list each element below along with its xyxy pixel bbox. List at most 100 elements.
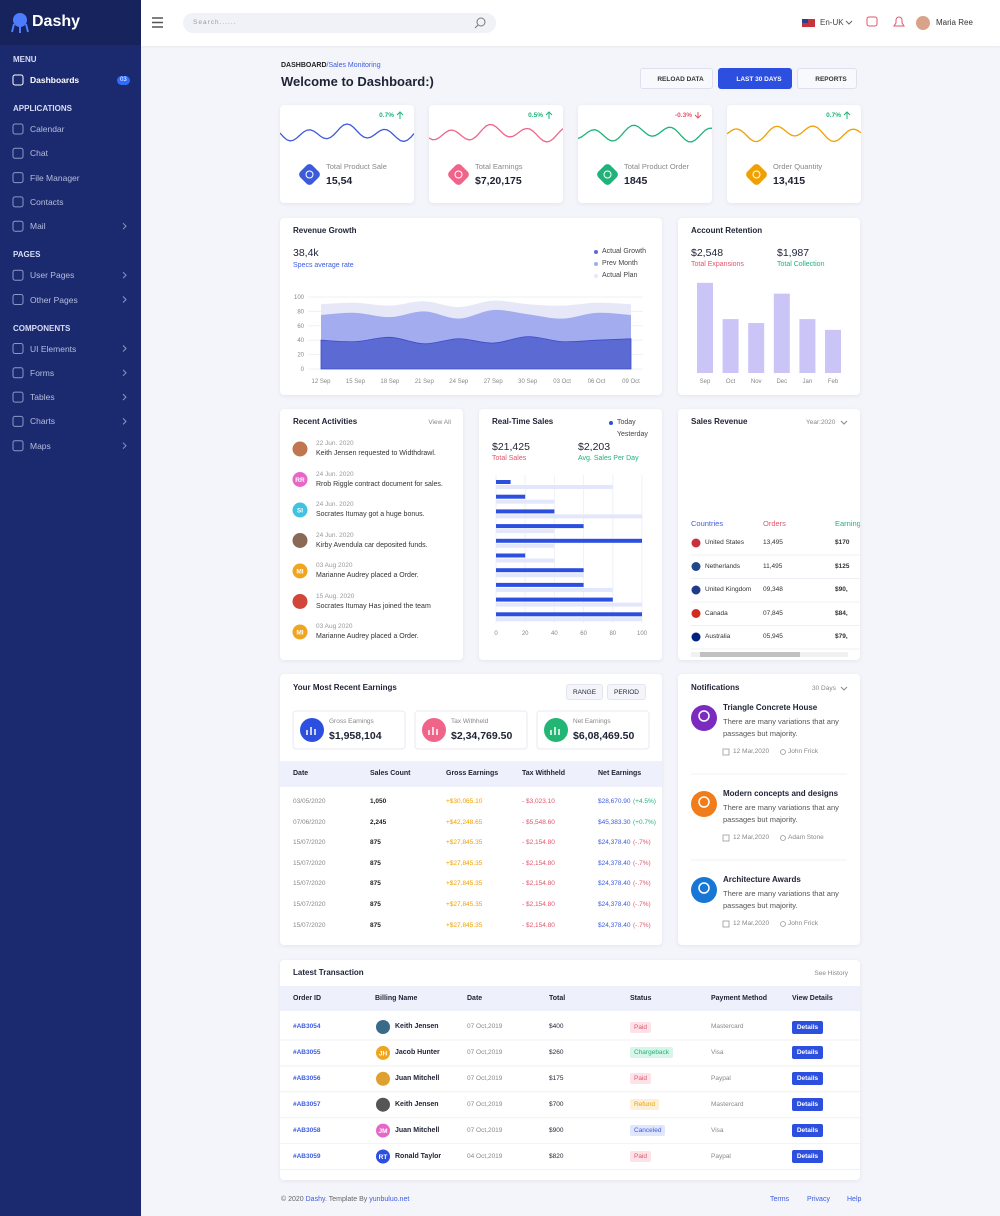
x-tick-label: Sep [700,379,711,385]
nav-item[interactable]: Mail [30,221,46,232]
bar [496,524,584,529]
legend-label: Prev Month [602,260,638,267]
stat-icon-glyph [752,170,761,179]
nav-item[interactable]: Charts [30,416,56,427]
kpi-label: Total Sales [492,455,527,462]
table-cell: $24,378.40 [598,859,631,867]
calendar-icon [722,920,730,928]
bar [496,538,642,543]
payment-method: Visa [711,1048,724,1056]
nav-item[interactable]: File Manager [30,172,80,183]
payment-method: Mastercard [711,1023,744,1030]
graphic: JH JM RT [280,986,860,1170]
notification-icon-glyph [698,796,710,808]
nav-item[interactable]: User Pages [30,270,75,281]
order-id[interactable]: #AB3055 [293,1048,321,1056]
user-name[interactable]: Maria Ree [936,18,973,27]
table-cell: 09,348 [763,586,783,593]
bar [496,553,526,558]
button-label: REPORTS [815,76,847,83]
notification-icon-glyph [698,882,710,894]
nav-item[interactable]: Chat [30,148,48,159]
column-header: Earnings [835,519,860,528]
bar [496,485,613,489]
bar [496,494,526,499]
details-button[interactable]: Details [792,1046,823,1060]
search-placeholder[interactable]: Search...... [193,19,237,26]
nav-item[interactable]: Dashboards [30,75,80,85]
stat-icon [448,164,469,185]
lang-chevron [845,20,853,25]
details-button[interactable]: Details [792,1150,823,1163]
mini-card [292,710,406,750]
legend-label: Yesterday [617,431,648,438]
table-cell: 875 [370,901,381,908]
transactions-card: JH JM RT Latest Transaction See History Order… [280,960,860,1180]
column-header: Billing Name [375,995,418,1002]
nav-item[interactable]: Forms [30,367,55,378]
stat-card: 0.7% Total Product Sale 15,54 [280,105,414,203]
stat-value: 15,54 [326,175,353,187]
language[interactable]: En-UK [820,18,844,27]
copyright-part: . Template By [324,1196,370,1203]
earnings-card: Your Most Recent Earnings RANGE PERIOD Gros… [280,674,662,945]
activity-date: 24 Jun. 2020 [316,470,354,478]
column-header: Gross Earnings [446,770,499,777]
order-id[interactable]: #AB3056 [293,1074,321,1082]
header-button[interactable]: LAST 30 DAYS [718,68,792,89]
nav-item[interactable]: Tables [30,392,55,403]
table-cell: - $2,154.80 [522,921,555,929]
table-cell: United States [705,539,745,546]
details-button[interactable]: Details [792,1098,823,1112]
notification-text: There are many variations that any passa… [723,717,839,738]
see-history-link[interactable]: See History [814,970,848,977]
nav-item[interactable]: UI Elements [30,343,77,354]
sparkline [727,125,861,143]
footer-link[interactable]: Help [847,1196,862,1203]
days-filter[interactable]: 30 Days [812,685,836,692]
year-filter[interactable]: Year:2020 [806,419,836,426]
nav-item[interactable]: Maps [30,440,51,451]
table-cell: $125 [835,562,850,570]
legend-label: Today [617,419,636,426]
header-button[interactable]: REPORTS [797,68,857,89]
range-button[interactable]: PERIOD [607,684,646,700]
order-id[interactable]: #AB3059 [293,1152,321,1160]
sparkline [429,123,563,143]
nav-icon [12,440,24,452]
column-header: Status [630,995,652,1002]
details-button[interactable]: Details [792,1072,823,1086]
author-icon [780,921,786,927]
table-cell: - $5,548.60 [522,818,555,826]
revenue-value: 38,4k [293,247,319,259]
nav-item[interactable]: Other Pages [30,294,78,305]
kpi-value: $2,203 [578,441,611,453]
x-tick-label: 03 Oct [553,379,571,385]
avatar [376,1149,390,1164]
section-title: APPLICATIONS [13,104,72,113]
flag-canton [802,19,808,23]
mini-card-glyph [550,727,560,735]
footer-link[interactable]: Terms [770,1196,790,1203]
details-button[interactable]: Details [792,1020,823,1034]
footer-link[interactable]: Privacy [807,1196,830,1203]
legend-dot [594,274,598,278]
x-tick-label: 24 Sep [449,379,469,385]
header-button[interactable]: RELOAD DATA [640,68,713,89]
range-button[interactable]: RANGE [566,684,603,700]
details-button[interactable]: Details [792,1124,823,1138]
nav-item[interactable]: Contacts [30,196,64,207]
order-id[interactable]: #AB3057 [293,1100,321,1108]
view-all-link[interactable]: View All [428,419,451,426]
table-cell: $24,378.40 [598,880,631,888]
section-title: MENU [13,55,37,64]
order-id[interactable]: #AB3058 [293,1126,321,1134]
nav-item[interactable]: Calendar [30,124,65,134]
mini-card-icon [544,718,568,742]
order-id[interactable]: #AB3054 [293,1023,321,1030]
notification-title: Architecture Awards [723,875,801,884]
x-tick-label: 20 [522,631,529,637]
country-flag [691,538,701,548]
stat-card: 0.5% Total Earnings $7,20,175 [429,105,563,203]
country-flag [691,562,701,571]
